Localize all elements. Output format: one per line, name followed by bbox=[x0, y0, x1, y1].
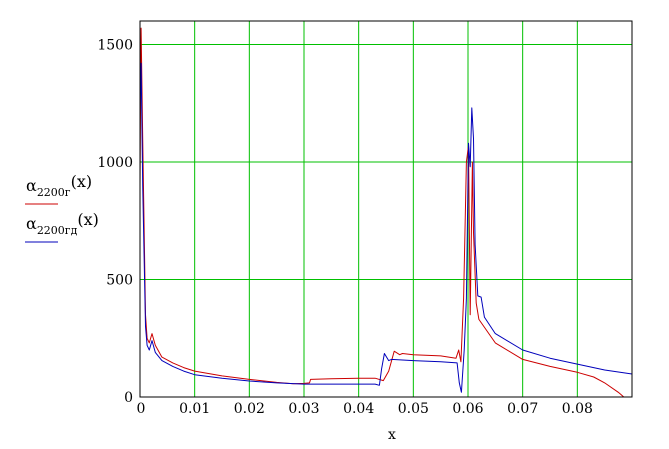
x-tick-label: 0.07 bbox=[507, 401, 538, 417]
y-tick-label: 1500 bbox=[97, 38, 133, 54]
series-lines bbox=[139, 27, 633, 398]
x-axis-label: x bbox=[388, 427, 396, 443]
tick-labels: 0 0.01 0.02 0.03 0.04 0.05 0.06 0.07 0.08 0 500 100… bbox=[97, 38, 593, 418]
x-tick-label: 0.01 bbox=[179, 401, 210, 417]
y-tick-label: 0 bbox=[124, 390, 133, 406]
legend-label-2: α2200гд(x) bbox=[26, 210, 99, 237]
x-tick-label: 0.06 bbox=[452, 401, 483, 417]
y-tick-label: 1000 bbox=[97, 155, 133, 171]
x-tick-label: 0.03 bbox=[288, 401, 319, 417]
series-line-1 bbox=[139, 27, 625, 398]
x-tick-label: 0.02 bbox=[234, 401, 265, 417]
series-line-2 bbox=[139, 62, 633, 393]
legend-symbol: α bbox=[26, 176, 37, 195]
y-tick-label: 500 bbox=[106, 273, 133, 289]
x-tick-label: 0 bbox=[137, 401, 146, 417]
legend-subscript: 2200г bbox=[37, 186, 71, 199]
x-tick-label: 0.05 bbox=[398, 401, 429, 417]
grid bbox=[140, 21, 632, 397]
legend: α2200г(x)α2200гд(x) bbox=[25, 172, 99, 243]
legend-suffix: (x) bbox=[77, 210, 99, 229]
plot-frame bbox=[139, 20, 633, 398]
legend-suffix: (x) bbox=[71, 172, 93, 191]
x-tick-label: 0.04 bbox=[343, 401, 374, 417]
legend-symbol: α bbox=[26, 214, 37, 233]
legend-label-1: α2200г(x) bbox=[26, 172, 92, 199]
legend-subscript: 2200гд bbox=[37, 224, 78, 237]
x-tick-label: 0.08 bbox=[562, 401, 593, 417]
